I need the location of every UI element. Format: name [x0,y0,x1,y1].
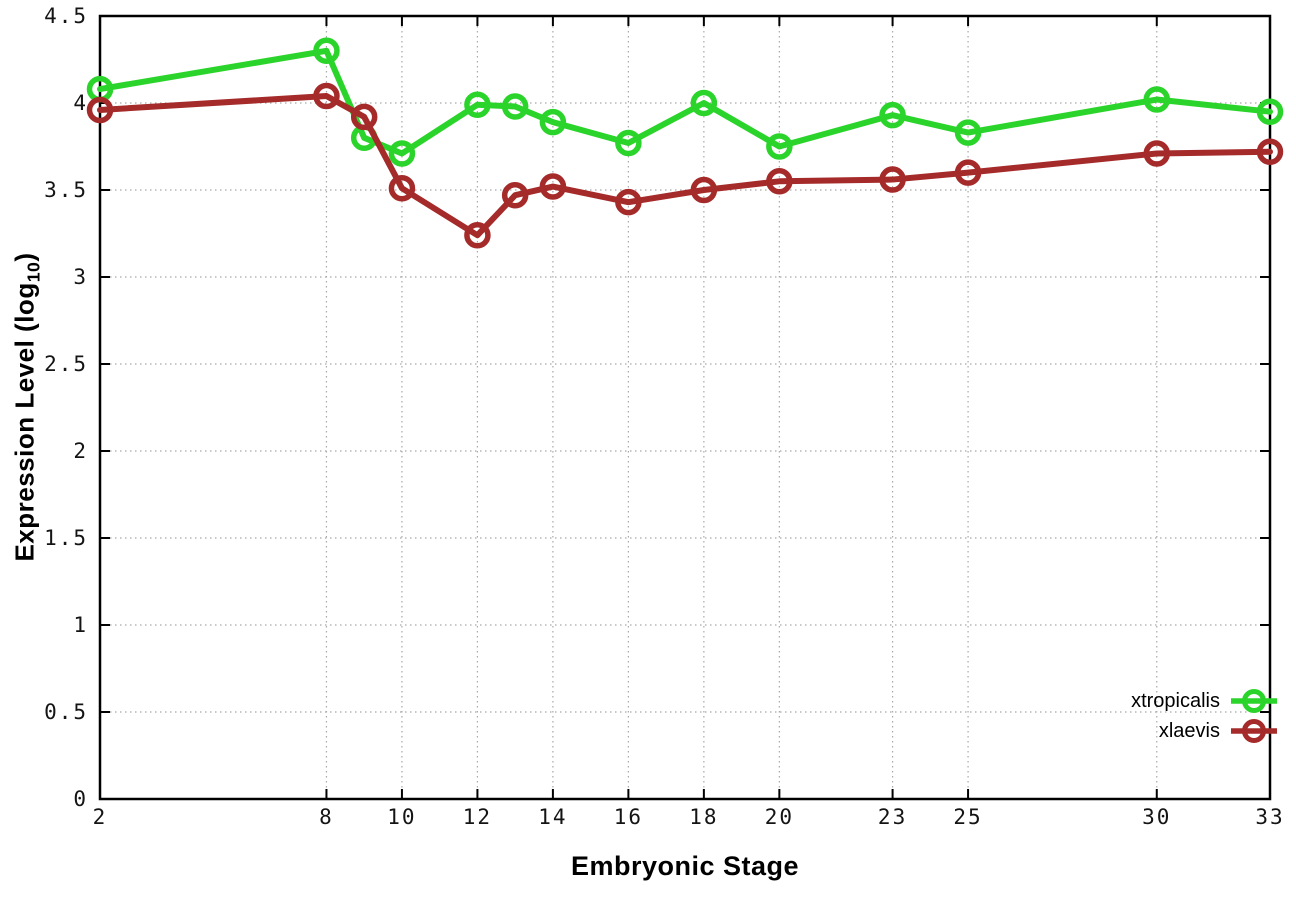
y-tick-label: 1.5 [44,526,88,550]
y-tick-label: 3 [73,265,88,289]
data-point-xlaevis [388,175,416,202]
x-tick-label: 10 [387,805,417,829]
x-axis-title: Embryonic Stage [570,851,800,881]
legend: xtropicalis xlaevis [1131,686,1278,746]
data-point-xlaevis [1256,138,1284,165]
legend-marker-icon-xlaevis [1231,719,1277,743]
y-axis-title-suffix: ) [9,252,40,262]
data-point-xtropicalis [615,129,642,157]
x-tick-label: 33 [1255,805,1285,829]
y-tick-label: 4.5 [44,4,88,28]
y-tick-label: 4 [73,91,88,115]
x-tick-label: 12 [462,805,493,829]
x-tick-label: 23 [877,805,908,829]
data-point-xtropicalis [539,108,567,136]
legend-label-xtropicalis: xtropicalis [1131,689,1220,712]
data-point-xtropicalis [879,101,906,129]
y-tick-label: 3.5 [44,178,88,202]
y-axis-title-text: Expression Level (log [9,282,40,562]
data-point-xtropicalis [690,89,718,117]
data-point-xlaevis [313,82,340,110]
y-axis-title: Expression Level (log10) [9,252,44,561]
x-tick-label: 30 [1142,805,1172,829]
legend-item-xtropicalis: xtropicalis [1131,686,1278,716]
data-point-xlaevis [501,181,529,209]
data-point-xtropicalis [954,119,982,146]
data-point-xtropicalis [1256,98,1284,125]
y-tick-label: 0.5 [44,700,88,724]
data-point-xlaevis [879,166,906,193]
legend-marker-icon-xtropicalis [1231,689,1277,713]
x-tick-label: 18 [689,805,719,829]
y-axis-title-subscript: 10 [23,261,44,283]
x-tick-label: 14 [538,805,568,829]
legend-sample-point [1242,689,1266,713]
x-tick-label: 20 [764,805,794,829]
data-point-xtropicalis [388,140,416,167]
data-point-xlaevis [615,188,642,216]
data-point-xtropicalis [501,93,529,120]
data-point-xtropicalis [464,91,491,118]
data-point-xlaevis [690,176,718,204]
legend-label-xlaevis: xlaevis [1158,719,1220,742]
legend-sample-point [1242,719,1266,743]
data-point-xtropicalis [766,133,793,160]
legend-item-xlaevis: xlaevis [1131,716,1278,746]
data-point-xlaevis [539,173,567,200]
data-point-xtropicalis [1143,86,1171,113]
data-point-xlaevis [954,159,982,186]
x-tick-label: 8 [319,805,334,829]
series-line-xlaevis [97,93,1273,239]
x-tick-label: 25 [953,805,983,829]
data-point-xlaevis [86,96,114,124]
x-tick-label: 16 [613,805,644,829]
data-point-xtropicalis [313,37,340,65]
data-point-xlaevis [1143,140,1171,167]
data-point-xlaevis [766,168,793,195]
data-point-xlaevis [350,103,378,131]
y-tick-label: 1 [73,613,88,637]
y-tick-label: 2.5 [44,352,88,376]
x-tick-label: 2 [92,805,108,829]
y-tick-label: 0 [73,787,88,811]
plot-border [98,14,1272,801]
y-tick-label: 2 [73,439,88,463]
data-point-xlaevis [464,221,491,249]
